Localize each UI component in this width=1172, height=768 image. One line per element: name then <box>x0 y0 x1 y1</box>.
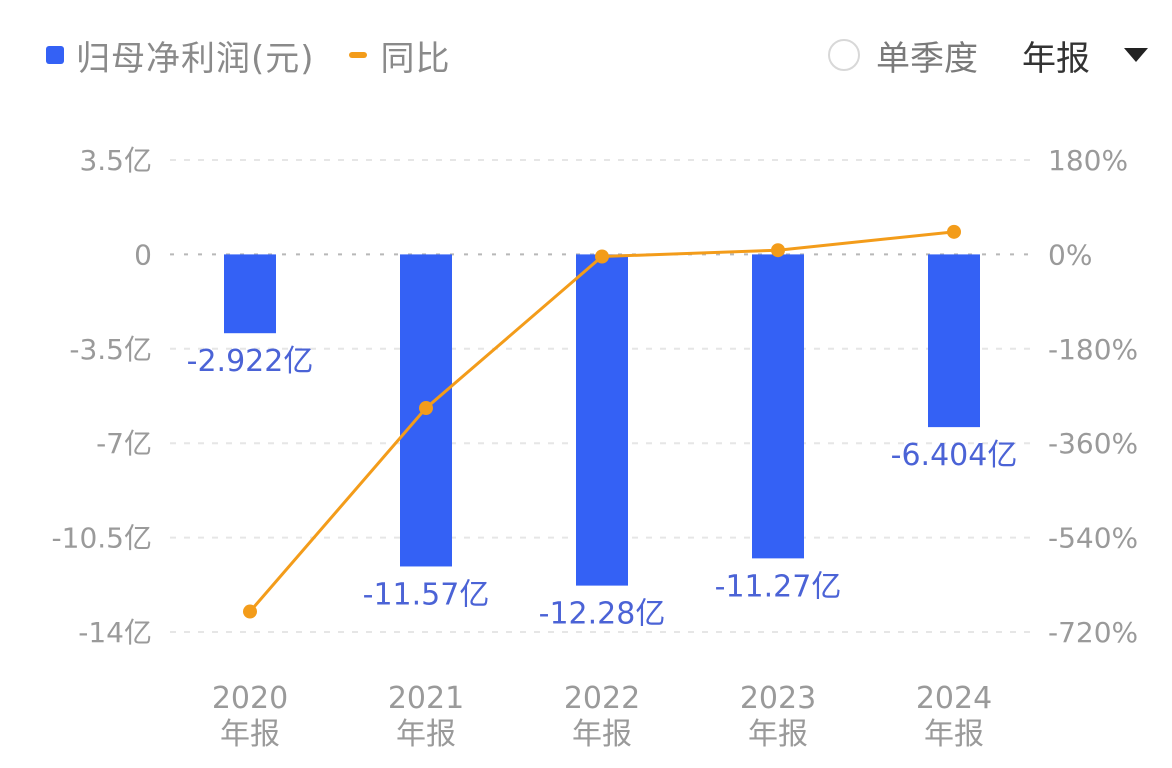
right-axis-tick: 0% <box>1048 238 1092 271</box>
bar-data-labels: -2.922亿 -11.57亿 -12.28亿 -11.27亿 -6.404亿 <box>187 344 1018 631</box>
bar[interactable] <box>928 254 980 428</box>
x-axis-year: 2020 <box>212 681 288 716</box>
right-axis-tick: 180% <box>1048 144 1128 177</box>
right-y-axis: 180% 0% -180% -360% -540% -720% <box>1048 144 1138 649</box>
left-axis-tick: 3.5亿 <box>79 144 152 177</box>
line-point[interactable] <box>947 224 961 239</box>
x-axis-year: 2021 <box>388 681 464 716</box>
line-point[interactable] <box>419 401 433 416</box>
single-quarter-radio[interactable] <box>828 39 860 71</box>
left-axis-tick: 0 <box>134 238 152 271</box>
report-type-value: 年报 <box>1022 38 1090 79</box>
right-axis-tick: -720% <box>1048 616 1138 649</box>
left-axis-tick: -3.5亿 <box>69 333 152 366</box>
right-axis-tick: -360% <box>1048 427 1138 460</box>
left-axis-tick: -14亿 <box>78 616 152 649</box>
legend-label-yoy: 同比 <box>380 38 451 79</box>
x-axis-year: 2023 <box>740 681 816 716</box>
x-axis-period: 年报 <box>572 717 632 752</box>
single-quarter-label[interactable]: 单季度 <box>876 38 978 79</box>
chart-controls: 单季度 年报 <box>828 30 1148 80</box>
line-series <box>243 224 961 619</box>
x-axis-period: 年报 <box>748 717 808 752</box>
line-point[interactable] <box>595 249 609 264</box>
x-axis-period: 年报 <box>396 717 456 752</box>
bar-value-label: -12.28亿 <box>539 597 666 632</box>
chart-legend: 归母净利润(元) 同比 <box>46 30 485 80</box>
line-point[interactable] <box>771 243 785 258</box>
right-axis-tick: -540% <box>1048 522 1138 555</box>
bar-swatch-icon <box>46 46 64 64</box>
report-type-dropdown[interactable]: 年报 <box>1022 31 1148 80</box>
bar[interactable] <box>576 254 628 586</box>
bar-value-label: -2.922亿 <box>187 344 314 379</box>
bar-value-label: -11.57亿 <box>363 577 490 612</box>
left-y-axis: 3.5亿 0 -3.5亿 -7亿 -10.5亿 -14亿 <box>52 144 152 649</box>
line-point[interactable] <box>243 604 257 619</box>
bar-series <box>224 254 980 586</box>
x-axis-period: 年报 <box>220 717 280 752</box>
line-swatch-icon <box>348 52 367 58</box>
bar-value-label: -6.404亿 <box>891 438 1018 473</box>
legend-label-net-profit: 归母净利润(元) <box>76 38 315 79</box>
x-axis-year: 2024 <box>916 681 992 716</box>
x-axis-year: 2022 <box>564 681 640 716</box>
bar[interactable] <box>752 254 804 559</box>
caret-down-icon <box>1124 48 1148 62</box>
x-axis-period: 年报 <box>924 717 984 752</box>
legend-item-yoy[interactable]: 同比 <box>348 31 451 80</box>
legend-item-net-profit[interactable]: 归母净利润(元) <box>46 31 315 80</box>
bar[interactable] <box>224 254 276 334</box>
bar-value-label: -11.27亿 <box>715 569 842 604</box>
right-axis-tick: -180% <box>1048 333 1138 366</box>
left-axis-tick: -10.5亿 <box>52 522 152 555</box>
left-axis-tick: -7亿 <box>96 427 152 460</box>
